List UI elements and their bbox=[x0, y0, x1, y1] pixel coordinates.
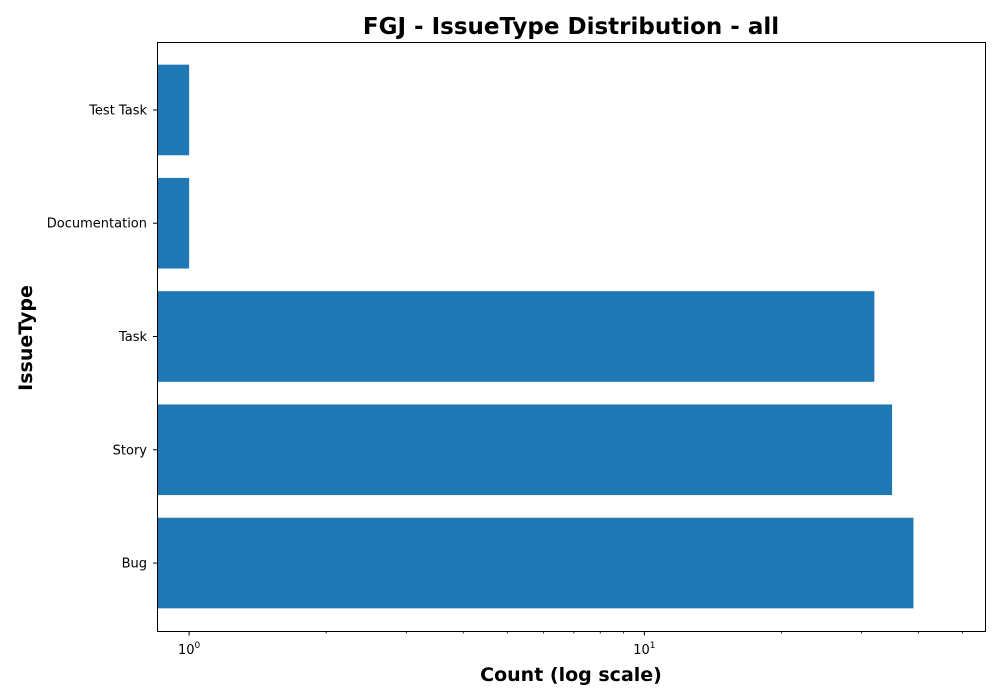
bar-task bbox=[157, 291, 875, 382]
y-tick-label: Bug bbox=[122, 557, 147, 572]
y-tick-label: Story bbox=[113, 443, 148, 458]
bars-group bbox=[157, 64, 914, 609]
y-tick-label: Test Task bbox=[88, 103, 147, 118]
bar-bug bbox=[157, 517, 914, 609]
y-tick-label: Task bbox=[118, 330, 148, 345]
x-tick-label: 101 bbox=[633, 641, 655, 658]
x-axis-title: Count (log scale) bbox=[480, 664, 662, 686]
y-axis: Bug Story Task Documentation Test Task bbox=[47, 103, 157, 572]
bar-documentation bbox=[157, 177, 190, 269]
y-axis-title: IssueType bbox=[15, 285, 37, 391]
x-axis: 100 101 bbox=[178, 631, 963, 658]
chart-title: FGJ - IssueType Distribution - all bbox=[363, 14, 779, 40]
bar-story bbox=[157, 404, 893, 496]
y-tick-label: Documentation bbox=[47, 217, 147, 232]
bar-test-task bbox=[157, 64, 190, 156]
x-tick-label: 100 bbox=[178, 641, 201, 658]
plot-frame bbox=[157, 42, 986, 632]
